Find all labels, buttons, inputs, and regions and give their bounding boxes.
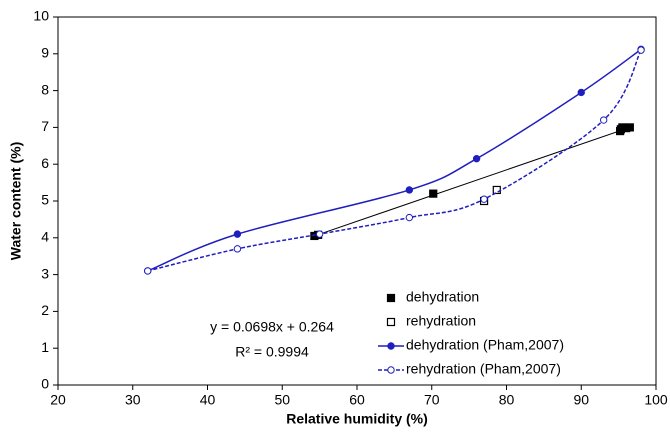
x-tick-label: 30 xyxy=(125,392,141,408)
y-tick-label: 1 xyxy=(41,339,49,355)
y-tick-label: 9 xyxy=(41,45,49,61)
legend-marker xyxy=(387,366,395,374)
data-point xyxy=(405,213,414,222)
x-tick-label: 70 xyxy=(424,392,440,408)
x-tick-label: 20 xyxy=(50,392,66,408)
x-tick-label: 90 xyxy=(573,392,589,408)
x-tick-label: 80 xyxy=(499,392,515,408)
data-point xyxy=(405,186,414,194)
y-tick-label: 7 xyxy=(41,118,49,134)
r-squared: R² = 0.9994 xyxy=(235,344,309,360)
y-tick-label: 6 xyxy=(41,155,49,171)
y-tick-label: 2 xyxy=(41,302,49,318)
data-point xyxy=(577,88,585,97)
y-tick-label: 0 xyxy=(41,376,49,392)
data-point xyxy=(599,116,608,124)
legend-marker xyxy=(386,317,396,327)
legend-marker xyxy=(386,293,396,303)
x-tick-label: 100 xyxy=(644,392,668,408)
data-point xyxy=(625,123,634,132)
y-tick-label: 10 xyxy=(33,8,49,24)
data-point xyxy=(233,245,242,253)
x-axis-label: Relative humidity (%) xyxy=(286,411,428,427)
series-line xyxy=(147,48,642,272)
x-tick-label: 50 xyxy=(274,392,290,408)
y-axis-label: Water content (%) xyxy=(8,142,24,260)
data-point xyxy=(472,154,481,163)
legend-label: dehydration xyxy=(406,289,479,305)
trendline xyxy=(314,126,631,237)
data-point xyxy=(637,46,645,54)
data-point xyxy=(233,230,242,238)
y-tick-label: 5 xyxy=(41,192,49,208)
y-tick-label: 8 xyxy=(41,81,49,97)
data-point xyxy=(315,230,324,238)
data-point xyxy=(429,189,438,198)
data-point xyxy=(480,195,488,203)
plot-frame xyxy=(57,16,657,386)
x-tick-label: 60 xyxy=(349,392,365,408)
data-point xyxy=(144,267,152,275)
legend-marker xyxy=(387,342,395,350)
x-tick-label: 40 xyxy=(200,392,216,408)
equation: y = 0.0698x + 0.264 xyxy=(210,319,334,335)
legend-label: rehydration (Pham,2007) xyxy=(406,361,561,377)
y-tick-label: 3 xyxy=(41,265,49,281)
legend-label: rehydration xyxy=(406,313,476,329)
data-point xyxy=(492,185,501,195)
y-tick-label: 4 xyxy=(41,229,49,245)
legend-label: dehydration (Pham,2007) xyxy=(406,337,564,353)
series-line xyxy=(147,49,642,272)
